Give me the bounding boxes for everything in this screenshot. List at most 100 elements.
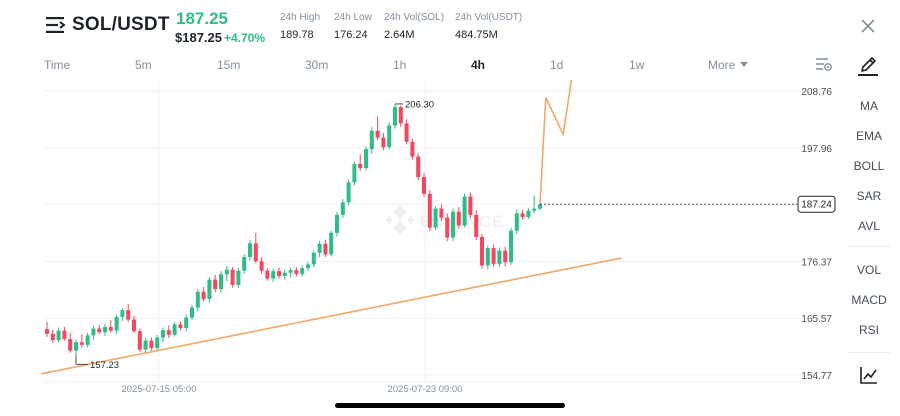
candle-body (132, 319, 136, 332)
candle-body (230, 269, 235, 285)
last-price: 187.25 (176, 9, 228, 28)
candle-body (91, 328, 96, 336)
indicator-ma[interactable]: MA (860, 99, 878, 113)
indicator-ema[interactable]: EMA (855, 129, 882, 143)
time-tick-label: 2025-07-23 09:00 (387, 384, 462, 395)
candle-body (398, 107, 403, 124)
candle-body (79, 342, 84, 345)
candle-body (317, 243, 322, 253)
indicator-avl[interactable]: AVL (858, 219, 880, 233)
candle-body (358, 163, 363, 169)
candle-body (224, 269, 229, 275)
candle-body (445, 217, 450, 238)
candle-body (306, 264, 310, 269)
tab-more-label: More (708, 58, 736, 72)
candle-body (474, 214, 479, 238)
tab-1h[interactable]: 1h (393, 58, 407, 72)
candle-body (532, 208, 537, 211)
tab-15m[interactable]: 15m (217, 58, 241, 72)
candle-body (242, 257, 247, 271)
candle-body (282, 272, 287, 276)
watermark: BINANCE (385, 205, 504, 235)
candle-body (178, 324, 183, 329)
indicator-sar[interactable]: SAR (856, 189, 882, 203)
candle-body (375, 130, 380, 138)
candle-body (439, 208, 444, 218)
candle-body (323, 243, 328, 255)
tab-5m[interactable]: 5m (135, 58, 152, 72)
indicator-macd[interactable]: MACD (851, 293, 887, 307)
stat-24h-high: 24h High 189.78 (280, 12, 320, 41)
tab-more[interactable]: More (708, 58, 749, 72)
candle-body (462, 196, 467, 226)
candle-body (97, 328, 102, 333)
candle-body (520, 213, 525, 218)
candle-body (300, 268, 305, 274)
tab-time[interactable]: Time (44, 58, 71, 72)
candle-body (404, 123, 409, 142)
candle-body (410, 141, 415, 157)
indicator-vol[interactable]: VOL (856, 263, 881, 277)
candle-body (195, 291, 200, 308)
candle-body (50, 333, 55, 341)
candle-body (207, 279, 212, 300)
stat-24h-low: 24h Low 176.24 (334, 12, 372, 41)
price-change-percent: +4.70% (224, 31, 266, 45)
candle-body (381, 137, 386, 148)
candle-body (103, 326, 107, 333)
candle-body (166, 330, 171, 335)
candle-body (265, 270, 270, 279)
candle-body (387, 125, 392, 148)
current-price-label: 187.24 (801, 200, 832, 211)
price-tick-label: 154.77 (801, 371, 832, 382)
tab-1w[interactable]: 1w (629, 58, 645, 72)
candlestick-chart[interactable]: 208.76 197.96 187.24 176.37 165.57 154.77 2025… (0, 80, 845, 400)
candle-body (346, 182, 351, 203)
tab-1d[interactable]: 1d (550, 58, 564, 72)
sidebar-divider (848, 246, 890, 247)
trading-pair[interactable]: SOL/USDT (72, 14, 170, 35)
indicator-rsi[interactable]: RSI (858, 323, 879, 337)
candle-body (468, 196, 473, 215)
trend-line-icon[interactable] (859, 365, 879, 385)
candle-body (369, 130, 374, 150)
stat-value: 2.64M (384, 29, 415, 41)
tab-4h[interactable]: 4h (471, 58, 486, 72)
candle-body (288, 270, 293, 273)
close-icon[interactable] (860, 18, 876, 34)
current-price-badge (797, 195, 836, 213)
pencil-icon[interactable] (859, 55, 879, 75)
candle-body (509, 230, 513, 263)
projection-path (539, 80, 573, 205)
candle-body (161, 330, 165, 338)
candle-body (56, 330, 61, 341)
candle-body (451, 211, 455, 238)
stat-label: 24h Vol(SOL) (384, 12, 445, 23)
candle-body (416, 156, 421, 178)
candle-body (259, 261, 264, 271)
candle-body (340, 202, 345, 215)
price-tick-label: 208.76 (801, 87, 832, 98)
candle-body (311, 252, 316, 265)
trend-line (41, 257, 622, 375)
candle-body (201, 291, 206, 300)
candle-body (213, 279, 218, 290)
candle-body (422, 177, 426, 194)
candle-body (85, 335, 90, 345)
candle-body (393, 107, 397, 126)
price-tick-label: 176.37 (801, 257, 832, 268)
candle-body (538, 204, 542, 209)
candle-body (68, 339, 73, 351)
candle-body (114, 316, 119, 331)
candle-body (74, 342, 78, 351)
candle-body (62, 330, 67, 340)
chart-settings-icon[interactable] (815, 56, 833, 72)
watermark-text: BINANCE (420, 212, 504, 231)
tab-30m[interactable]: 30m (305, 58, 329, 72)
stat-24h-vol-quote: 24h Vol(USDT) 484.75M (455, 12, 522, 41)
indicator-boll[interactable]: BOLL (853, 159, 885, 173)
menu-icon[interactable] (46, 16, 66, 34)
candle-body (433, 208, 438, 228)
candle-body (456, 211, 461, 226)
stat-label: 24h High (280, 12, 321, 23)
